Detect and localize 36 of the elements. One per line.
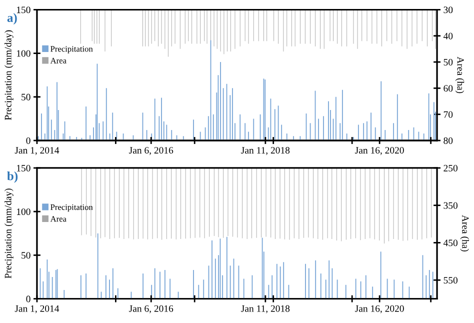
x-tick-label: Jan 6, 2016 [129,305,174,314]
y2-tick-label: 60 [444,85,453,92]
y2-tick-label: 350 [444,202,458,209]
chart-title: b) [7,171,18,183]
y-axis-title: Precipitation (mm/day) [4,188,14,278]
y2-axis-title: Area (ha) [455,56,464,94]
legend-label: Precipitation [50,204,93,212]
y2-tick-label: 40 [443,32,453,40]
y2-tick-label: 450 [443,240,458,246]
chart-title: a) [7,13,17,25]
y-tick-label: 0 [26,296,30,302]
y2-tick-label: 70 [444,111,453,118]
y2-tick-label: 550 [444,276,458,284]
x-tick-label: Jan 6, 2016 [129,147,174,155]
y-axis-title: Precipitation (mm/day) [4,30,14,120]
x-tick-label: Jan 16, 2020 [355,305,404,314]
y-tick-label: 50 [22,252,30,259]
x-tick-label: Jan 16, 2020 [355,147,404,155]
y-tick-label: 150 [16,6,30,14]
y2-axis-title: Area (ha) [460,214,469,252]
y2-tick-label: 250 [444,164,458,172]
y2-tick-label: 30 [444,6,453,14]
y-tick-label: 0 [26,137,30,144]
legend-label: Precipitation [50,46,93,54]
x-tick-label: Jan 11, 2018 [241,147,290,155]
y-tick-label: 100 [16,208,30,216]
y2-tick-label: 80 [444,137,453,144]
x-tick-label: Jan 1, 2014 [14,147,60,155]
y2-tick-label: 50 [444,58,453,66]
y-tick-label: 50 [22,94,30,100]
legend-label: Area [50,216,66,222]
y-tick-label: 150 [16,164,30,172]
y-tick-label: 100 [16,50,30,57]
x-tick-label: Jan 1, 2014 [14,305,60,314]
legend-label: Area [50,58,66,64]
x-tick-label: Jan 11, 2018 [241,305,290,314]
